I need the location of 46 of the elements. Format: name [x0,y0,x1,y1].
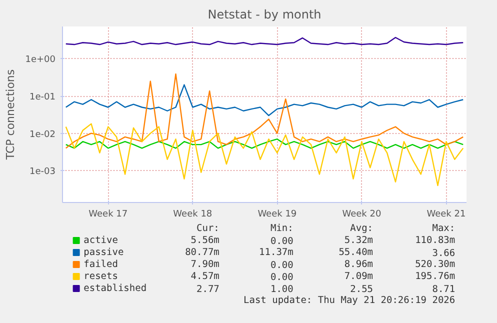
x-tick-label: Week 19 [258,210,297,220]
x-tick-label: Week 17 [88,210,128,220]
text: 8.96m [344,259,374,270]
text: 4.57m [190,271,220,282]
text: 195.76m [415,271,456,282]
y-tick-label: 1e-01 [30,92,56,103]
line-series [65,73,464,149]
text: 8.71 [432,284,456,295]
text: Cur: [196,223,220,234]
text: 5.32m [344,235,374,246]
text: 5.56m [190,235,220,246]
text: 80.77m [185,247,220,258]
x-tick-label: Week 21 [426,210,466,220]
text: 11.37m [259,247,294,258]
line-series [65,123,464,186]
text: 2.55 [350,284,374,295]
text: Max: [432,223,456,234]
text: 0.00 [270,236,294,247]
text: 55.40m [338,247,374,258]
x-tick-label: Week 18 [173,210,212,220]
text: 7.90m [190,259,220,270]
text: 3.66 [432,248,456,259]
y-tick-label: 1e-02 [30,130,56,140]
legend-label: failed [84,259,118,270]
chart-title: Netstat - by month [208,8,322,22]
text: 520.30m [415,259,456,270]
text: 7.09m [344,271,374,282]
text: Avg: [350,223,374,234]
line-series [65,138,464,149]
line-series [65,84,464,116]
text: 1.00 [270,284,294,295]
x-tick-label: Week 20 [342,210,382,220]
line-series [65,36,464,46]
legend-label: passive [84,247,124,258]
text: 110.83m [415,235,456,246]
text: 2.77 [196,284,220,295]
legend-label: established [84,283,147,294]
y-tick-label: 1e-03 [30,167,56,178]
y-tick-label: 1e+00 [25,55,56,66]
text: Min: [270,223,294,234]
legend-label: active [84,235,118,246]
y-axis-title: TCP connections [4,69,18,161]
text: 0.00 [270,260,294,271]
legend-label: resets [84,271,118,282]
text: 0.00 [270,272,294,283]
text: Last update: Thu May 21 20:26:19 2026 [244,295,456,306]
